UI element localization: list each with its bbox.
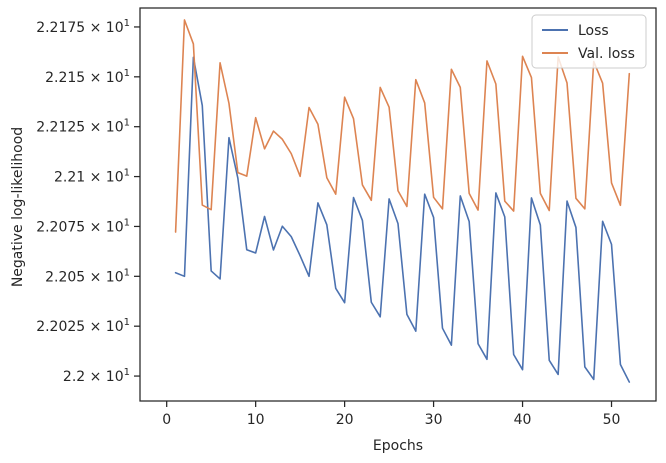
y-tick-label: 2.2175 × 101 <box>36 18 130 36</box>
y-tick-label: 2.205 × 101 <box>45 267 130 285</box>
y-tick-label: 2.2075 × 101 <box>36 217 130 235</box>
x-tick-label: 0 <box>162 412 171 428</box>
y-axis-ticks: 2.2 × 101 2.2025 × 101 2.205 × 101 2.2075 ×… <box>36 18 140 385</box>
y-tick-label: 2.2 × 101 <box>63 367 130 385</box>
x-tick-label: 10 <box>247 412 265 428</box>
y-tick-label: 2.21 × 101 <box>54 168 130 186</box>
x-tick-label: 40 <box>514 412 532 428</box>
series-line-loss <box>174 56 631 383</box>
plot-frame <box>139 7 657 402</box>
plot-background <box>140 8 656 401</box>
legend-box <box>531 14 647 69</box>
x-tick-label: 20 <box>336 412 354 428</box>
x-axis-ticks: 0 10 20 30 40 50 <box>162 401 620 428</box>
legend-label-loss: Loss <box>578 23 609 39</box>
y-tick-label: 2.2025 × 101 <box>36 317 130 335</box>
series-layer <box>174 19 631 383</box>
y-tick-label: 2.215 × 101 <box>45 68 130 86</box>
x-tick-label: 30 <box>425 412 443 428</box>
legend-label-val-loss: Val. loss <box>578 46 635 62</box>
x-tick-label: 50 <box>603 412 621 428</box>
y-tick-label: 2.2125 × 101 <box>36 118 130 136</box>
x-axis-label: Epochs <box>373 438 423 454</box>
y-axis-label: Negative log-likelihood <box>10 127 26 287</box>
series-line-val-loss <box>174 19 631 233</box>
legend: Loss Val. loss <box>531 14 647 69</box>
